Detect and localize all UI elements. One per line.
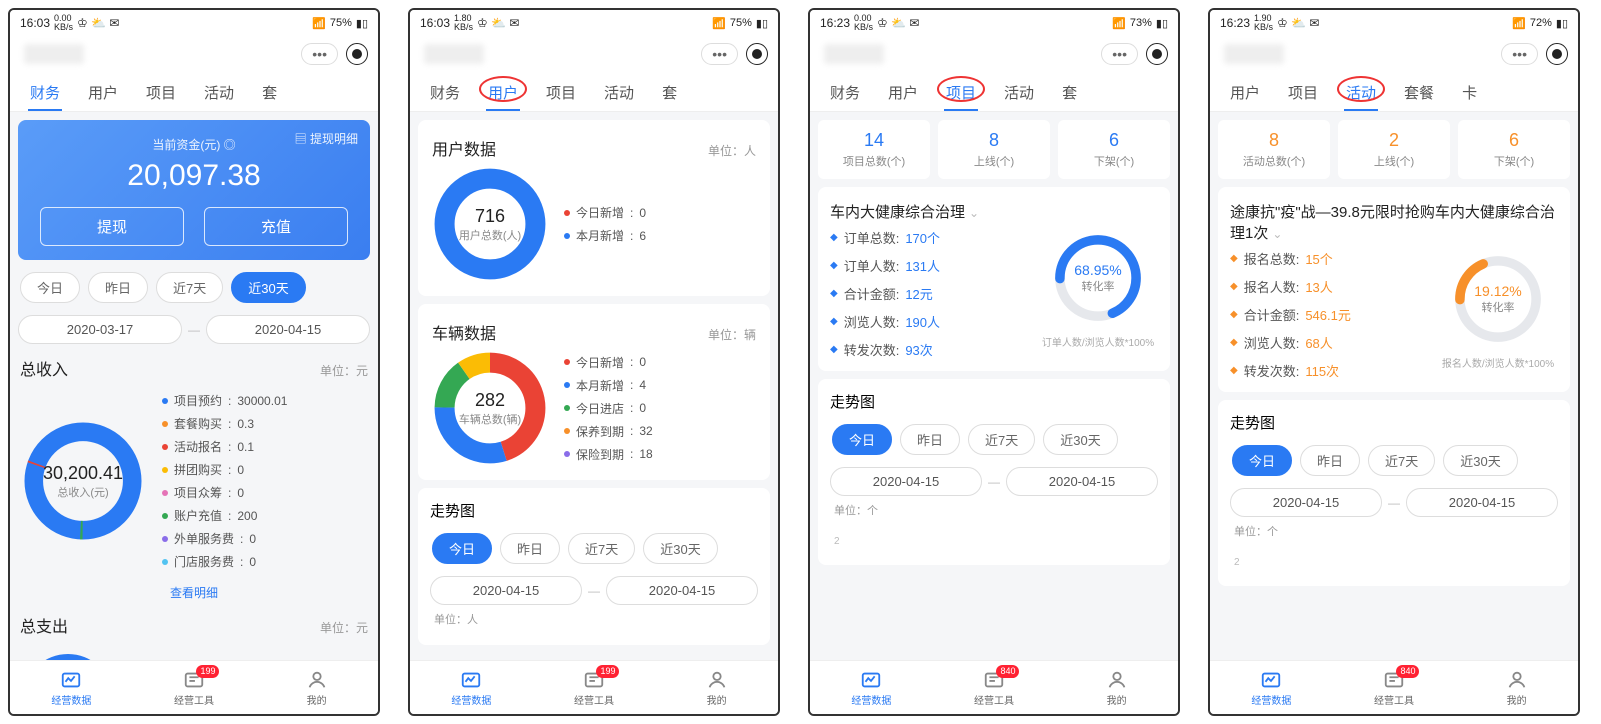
expense-donut-partial [18,649,118,660]
status-time: 16:03 [20,16,50,30]
project-item-card: 车内大健康综合治理⌄ ◆订单总数: 170个 ◆订单人数: 131人 ◆合计金额… [818,187,1170,371]
conversion-donut: 68.95% 转化率 订单人数/浏览人数*100% [1038,228,1158,349]
tab-user[interactable]: 用户 [74,72,132,111]
income-head: 总收入 单位：元 [18,352,370,384]
phone-activity: 16:231.90KB/s♔ ⛅ ✉ 📶72%▮▯ ••• 用户 项目 活动 套… [1208,8,1580,716]
tab-package[interactable]: 套 [248,72,291,111]
date-to[interactable]: 2020-04-15 [206,315,370,344]
bottom-nav: 经营数据 199经营工具 我的 [10,660,378,714]
user-trend-card: 走势图 今日 昨日 近7天 近30天 2020-04-15— 2020-04-1… [418,488,770,645]
project-summary: 14项目总数(个) 8上线(个) 6下架(个) [818,120,1170,179]
balance-value: 20,097.38 [30,159,358,193]
pill-today[interactable]: 今日 [20,272,80,303]
statusbar: 16:03 0.00KB/s ♔ ⛅ ✉ 📶75%▮▯ [10,10,378,36]
phone-finance: 16:03 0.00KB/s ♔ ⛅ ✉ 📶75%▮▯ ••• 财务 用户 项目… [8,8,380,716]
income-legend: 项目预约 : 30000.01 套餐购买 : 0.3 活动报名 : 0.1 拼团… [162,392,370,570]
income-donut: 30,200.41 总收入(元) [18,416,148,546]
project-trend-card: 走势图 今日 昨日 近7天 近30天 2020-04-15— 2020-04-1… [818,379,1170,565]
tab-finance[interactable]: 财务 [16,72,74,111]
balance-card: ▤ 提现明细 当前资金(元) ◎ 20,097.38 提现 充值 [18,120,370,260]
app-title-blurred [24,44,84,64]
vehicle-donut: 282车辆总数(辆) [430,348,550,468]
vehicle-data-card: 车辆数据单位：辆 282车辆总数(辆) 今日新增 : 0 本月新增 : 4 今日… [418,304,770,480]
tab-finance[interactable]: 财务 [416,72,474,111]
date-from[interactable]: 2020-03-17 [18,315,182,344]
period-selector: 今日 昨日 近7天 近30天 [18,268,370,307]
nav-mine[interactable]: 我的 [255,661,378,714]
activity-summary: 8活动总数(个) 2上线(个) 6下架(个) [1218,120,1570,179]
date-range: 2020-03-17 — 2020-04-15 [18,315,370,344]
pill-30d[interactable]: 近30天 [231,272,305,303]
tab-user[interactable]: 用户 [474,72,532,111]
expense-title: 总支出 [20,613,68,637]
user-donut: 716用户总数(人) [430,164,550,284]
phone-user: 16:031.80KB/s♔ ⛅ ✉ 📶75%▮▯ ••• 财务 用户 项目 活… [408,8,780,716]
income-view-detail[interactable]: 查看明细 [18,584,370,601]
wifi-icon: 📶 [312,17,326,30]
withdraw-button[interactable]: 提现 [40,207,184,246]
tab-project[interactable]: 项目 [132,72,190,111]
expense-head: 总支出 单位：元 [18,609,370,641]
menu-dots-icon[interactable]: ••• [301,43,338,65]
battery-icon: ▮▯ [356,17,368,30]
activity-trend-card: 走势图 今日 昨日 近7天 近30天 2020-04-15— 2020-04-1… [1218,400,1570,586]
target-icon[interactable] [346,43,368,65]
titlebar: ••• [10,36,378,72]
project-item-title[interactable]: 车内大健康综合治理⌄ [830,199,1158,228]
pill-yesterday[interactable]: 昨日 [88,272,148,303]
pill-7d[interactable]: 近7天 [156,272,223,303]
income-title: 总收入 [20,356,68,380]
chevron-down-icon: ⌄ [969,206,979,220]
activity-conversion-donut: 19.12% 转化率 报名人数/浏览人数*100% [1438,249,1558,370]
phone-project: 16:230.00KB/s♔ ⛅ ✉ 📶73%▮▯ ••• 财务 用户 项目 活… [808,8,1180,716]
balance-label: 当前资金(元) ◎ [30,136,358,153]
recharge-button[interactable]: 充值 [204,207,348,246]
crown-icon: ♔ ⛅ ✉ [77,16,119,30]
activity-item-title[interactable]: 途康抗"疫"战—39.8元限时抢购车内大健康综合治理1次⌄ [1230,199,1558,249]
activity-item-card: 途康抗"疫"战—39.8元限时抢购车内大健康综合治理1次⌄ ◆报名总数: 15个… [1218,187,1570,392]
tools-badge: 199 [196,665,219,678]
chevron-down-icon: ⌄ [1272,227,1282,241]
top-tabs: 财务 用户 项目 活动 套 [10,72,378,112]
income-unit: 单位：元 [320,362,368,379]
tab-activity[interactable]: 活动 [190,72,248,111]
nav-tools[interactable]: 199经营工具 [133,661,256,714]
user-data-card: 用户数据单位：人 716用户总数(人) 今日新增 : 0 本月新增 : 6 [418,120,770,296]
nav-data[interactable]: 经营数据 [10,661,133,714]
